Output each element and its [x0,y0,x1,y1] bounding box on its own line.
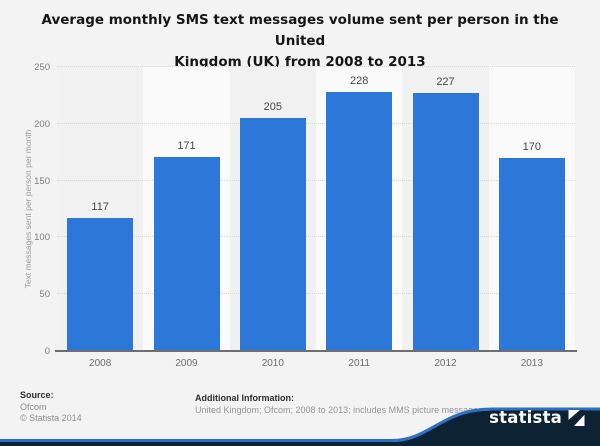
y-tick-label: 150 [34,175,50,187]
x-tick-label: 2012 [434,358,457,369]
x-tick-label: 2011 [348,358,370,369]
y-tick-label: 50 [39,289,50,301]
statista-swoosh-graphic [0,407,600,446]
bar-value-label: 117 [91,201,109,214]
bar-2009 [153,156,220,351]
gridline [57,122,575,124]
bar-value-label: 227 [436,76,455,89]
y-tick-label: 200 [34,118,50,130]
plot-area: 117 171 205 228 227 170 [57,66,575,351]
gridline [57,66,575,67]
bar-value-label: 171 [177,139,196,152]
x-tick-label: 2013 [520,358,543,369]
y-tick-label: 0 [44,346,50,357]
statista-logo: statista [489,408,585,427]
x-axis-ticks: 2008 2009 2010 2011 2012 2013 [57,358,575,372]
gridline [57,236,575,238]
y-tick-label: 250 [34,62,50,73]
source-block: Source: Ofcom © Statista 2014 [20,390,82,425]
swoosh-navy-shape [0,410,600,446]
bar-2013 [498,157,565,351]
bar-value-label: 205 [263,101,282,114]
bar-2008 [67,218,134,351]
copyright-text: © Statista 2014 [20,413,82,423]
source-label: Source: [20,390,54,400]
source-name: Ofcom [20,401,47,412]
chart-title: Average monthly SMS text messages volume… [30,10,570,73]
bar-2011 [326,92,393,351]
x-tick-label: 2009 [175,358,198,369]
bar-2012 [412,93,479,351]
bar-value-label: 170 [522,140,541,153]
additional-info-label: Additional Information: [195,393,294,403]
x-tick-label: 2008 [89,358,112,369]
y-axis-ticks: 0 50 100 150 200 250 [6,62,50,357]
logo-icon-diagonal [568,410,585,427]
bar-value-label: 228 [349,75,369,87]
gridline [57,179,575,181]
additional-info-block: Additional Information: United Kingdom; … [195,392,483,416]
additional-info-text: United Kingdom; Ofcom; 2008 to 2013; inc… [195,405,483,415]
chart-title-line-1: Average monthly SMS text messages volume… [41,12,559,49]
statista-logo-text: statista [489,408,562,427]
x-axis-line [55,350,577,352]
gridline [57,293,575,295]
x-tick-label: 2010 [261,358,284,369]
y-tick-label: 100 [34,232,50,244]
swoosh-blue-curve [0,407,600,442]
statista-logo-icon [568,410,585,427]
bar-2010 [239,118,306,351]
